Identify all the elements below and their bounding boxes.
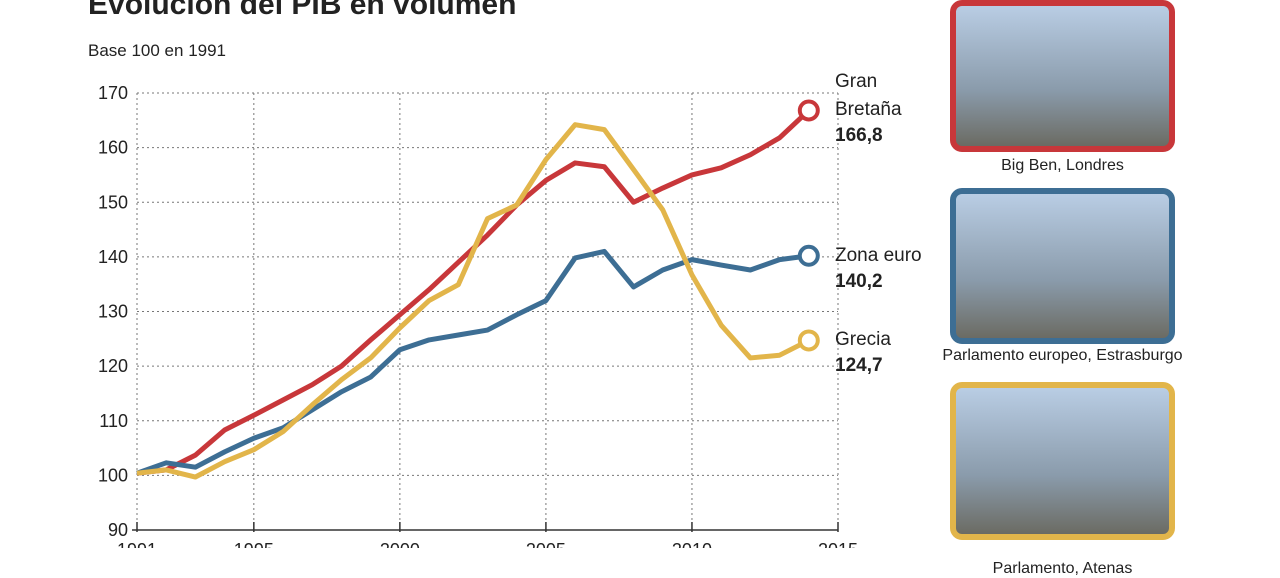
photo-caption: Parlamento, Atenas (992, 560, 1133, 577)
end-marker (797, 99, 820, 122)
series-line (136, 248, 810, 476)
y-tick-label: 120 (98, 356, 128, 376)
x-tick-label: 2015 (818, 540, 858, 548)
chart: Evolución del PIB en volumen Base 100 en… (88, 0, 858, 548)
photo-frame (950, 188, 1175, 344)
chart-title: Evolución del PIB en volumen (88, 0, 516, 21)
series-line (136, 108, 811, 476)
y-tick-label: 100 (98, 465, 128, 485)
value-label: 124,7 (835, 355, 883, 377)
value-label: 140,2 (835, 270, 883, 292)
y-tick-label: 140 (98, 247, 128, 267)
x-tick-label: 2005 (526, 540, 566, 548)
legend-label: Gran Bretaña (835, 71, 902, 121)
y-tick-label: 150 (98, 192, 128, 212)
y-tick-label: 130 (98, 302, 128, 322)
x-tick-label: 2000 (380, 540, 420, 548)
y-tick-label: 170 (98, 83, 128, 103)
x-tick-label: 1991 (117, 540, 157, 548)
y-tick-label: 160 (98, 138, 128, 158)
x-tick-label: 2010 (672, 540, 712, 548)
chart-subtitle: Base 100 en 1991 (88, 41, 226, 60)
x-tick-label: 1995 (234, 540, 274, 548)
value-label: 166,8 (835, 125, 883, 147)
end-marker (797, 244, 820, 267)
y-tick-label: 110 (99, 411, 128, 431)
photo-caption: Big Ben, Londres (1001, 157, 1124, 174)
page: {"chart_data": {"type": "line", "title":… (88, 0, 1183, 577)
photo-caption: Parlamento europeo, Estrasburgo (942, 347, 1183, 364)
legend-label: Zona euro (835, 244, 922, 266)
series-line (136, 122, 810, 480)
photo-frame (950, 0, 1175, 152)
legend-label: Grecia (835, 329, 891, 351)
photo-frame (950, 382, 1175, 540)
end-marker (797, 329, 820, 352)
y-tick-label: 90 (108, 520, 128, 540)
